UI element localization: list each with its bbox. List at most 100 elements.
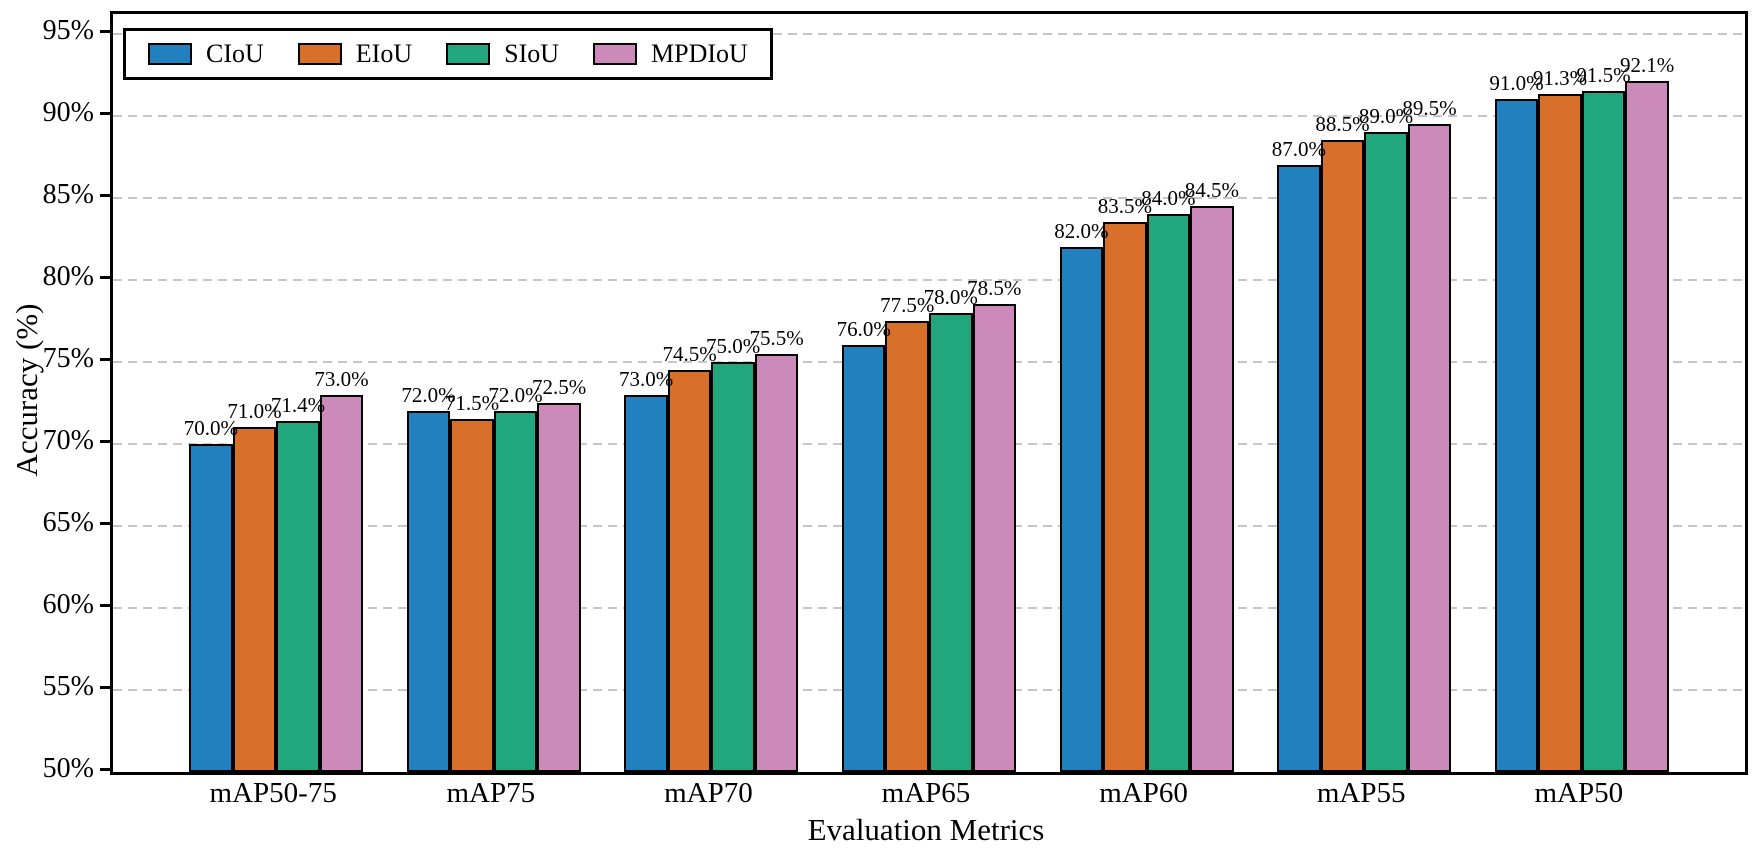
bar-value-label: 84.5% — [1184, 177, 1239, 202]
y-tick-label: 90% — [42, 96, 94, 128]
bar-EIoU-mAP65 — [885, 320, 929, 772]
bar-SIoU-mAP50 — [1581, 91, 1626, 772]
plot-area: CIoU EIoU SIoU MPDIoU 70.0% 72.0% 73.0% 76.0% 8… — [110, 11, 1748, 775]
bar-EIoU-mAP75 — [450, 419, 494, 772]
legend-label: EIoU — [355, 39, 413, 68]
bar-value-label: 84.0% — [1141, 186, 1196, 211]
bar-value-label: 76.0% — [836, 317, 891, 342]
bar-EIoU-mAP50 — [1538, 94, 1582, 772]
legend-swatch-MPDIoU — [593, 43, 638, 65]
y-tick-mark — [100, 357, 110, 361]
bar-value-label: 87.0% — [1271, 136, 1327, 161]
x-tick-label-mAP50: mAP50 — [1534, 777, 1624, 809]
legend-swatch-EIoU — [297, 43, 342, 65]
bar-value-label: 78.0% — [923, 284, 978, 309]
bar-value-label: 77.5% — [880, 292, 935, 317]
bar-SIoU-mAP60 — [1146, 214, 1191, 772]
legend-swatch-CIoU — [148, 43, 192, 65]
x-tick-label-mAP70: mAP70 — [664, 777, 753, 809]
bar-value-label: 72.5% — [531, 374, 587, 399]
y-tick-mark — [100, 521, 110, 525]
bar-value-label: 92.1% — [1619, 53, 1675, 78]
bar-value-label: 70.0% — [183, 415, 239, 440]
bar-CIoU-mAP50-75 — [189, 443, 233, 772]
x-tick-label-mAP65: mAP65 — [881, 777, 971, 809]
bar-CIoU-mAP75 — [406, 411, 451, 772]
bar-SIoU-mAP65 — [929, 312, 973, 772]
bar-MPDIoU-mAP75 — [537, 402, 581, 772]
bar-value-label: 78.5% — [967, 276, 1022, 301]
y-tick-label: 75% — [42, 342, 94, 374]
y-tick-mark — [100, 275, 110, 279]
legend-item-EIoU: EIoU — [297, 39, 413, 68]
bar-CIoU-mAP50 — [1494, 99, 1539, 772]
bar-CIoU-mAP55 — [1277, 164, 1321, 772]
legend: CIoU EIoU SIoU MPDIoU — [123, 28, 773, 80]
bar-SIoU-mAP55 — [1364, 132, 1408, 772]
bar-value-label: 89.0% — [1358, 104, 1414, 129]
bar-value-label: 91.3% — [1532, 66, 1588, 91]
bar-SIoU-mAP70 — [711, 361, 755, 772]
y-tick-mark — [100, 193, 110, 197]
bar-MPDIoU-mAP70 — [754, 353, 799, 772]
bar-value-label: 89.5% — [1402, 95, 1457, 120]
y-tick-label: 70% — [42, 424, 94, 456]
bar-value-label: 71.4% — [270, 392, 326, 417]
y-tick-label: 80% — [42, 260, 94, 292]
legend-label: MPDIoU — [651, 39, 748, 68]
bar-MPDIoU-mAP60 — [1190, 205, 1234, 772]
y-tick-label: 60% — [42, 588, 94, 620]
y-tick-mark — [100, 439, 110, 443]
bar-CIoU-mAP70 — [624, 394, 668, 772]
bar-MPDIoU-mAP50-75 — [319, 394, 364, 772]
bar-value-label: 71.5% — [444, 391, 500, 416]
bar-value-label: 82.0% — [1054, 218, 1109, 243]
bar-value-label: 71.0% — [227, 399, 282, 424]
bar-CIoU-mAP60 — [1059, 246, 1104, 772]
gridline-90 — [113, 114, 1745, 117]
y-tick-label: 95% — [42, 14, 94, 46]
legend-item-SIoU: SIoU — [446, 40, 559, 68]
bar-EIoU-mAP60 — [1103, 222, 1147, 772]
x-tick-label-mAP55: mAP55 — [1316, 777, 1406, 809]
legend-item-MPDIoU: MPDIoU — [593, 40, 748, 68]
x-tick-label-mAP75: mAP75 — [446, 777, 536, 809]
bar-value-label: 91.0% — [1489, 71, 1544, 96]
bar-value-label: 88.5% — [1315, 112, 1370, 137]
legend-label: SIoU — [504, 39, 560, 68]
bar-value-label: 72.0% — [488, 383, 543, 408]
x-tick-label-mAP60: mAP60 — [1099, 777, 1188, 809]
gridline-85 — [113, 196, 1745, 199]
y-tick-label: 55% — [42, 670, 94, 702]
bar-MPDIoU-mAP55 — [1407, 123, 1452, 772]
y-tick-mark — [100, 29, 110, 33]
bar-EIoU-mAP70 — [667, 370, 712, 772]
bar-value-label: 91.5% — [1576, 63, 1631, 88]
y-tick-mark — [100, 603, 110, 607]
bar-MPDIoU-mAP65 — [972, 304, 1017, 772]
bar-SIoU-mAP50-75 — [276, 420, 320, 772]
legend-label: CIoU — [206, 39, 264, 68]
legend-swatch-SIoU — [446, 43, 491, 65]
x-tick-label-mAP50-75: mAP50-75 — [209, 777, 337, 809]
y-tick-label: 50% — [42, 753, 94, 784]
bar-value-label: 75.0% — [706, 333, 761, 358]
bar-EIoU-mAP55 — [1320, 140, 1365, 772]
x-axis-title: Evaluation Metrics — [807, 812, 1045, 847]
bar-SIoU-mAP75 — [493, 411, 538, 772]
bar-MPDIoU-mAP50 — [1625, 81, 1669, 772]
bar-CIoU-mAP65 — [841, 345, 886, 772]
y-tick-mark — [100, 111, 110, 115]
gridline-80 — [113, 278, 1745, 281]
bar-value-label: 75.5% — [749, 325, 804, 350]
bar-value-label: 72.0% — [401, 383, 456, 408]
y-tick-label: 65% — [42, 506, 94, 538]
legend-item-CIoU: CIoU — [148, 40, 264, 68]
bar-EIoU-mAP50-75 — [232, 427, 277, 772]
y-tick-mark — [100, 685, 110, 689]
bar-value-label: 73.0% — [314, 366, 369, 391]
bar-value-label: 83.5% — [1097, 194, 1152, 219]
y-tick-mark — [100, 768, 110, 771]
gridline-95 — [113, 32, 1745, 35]
